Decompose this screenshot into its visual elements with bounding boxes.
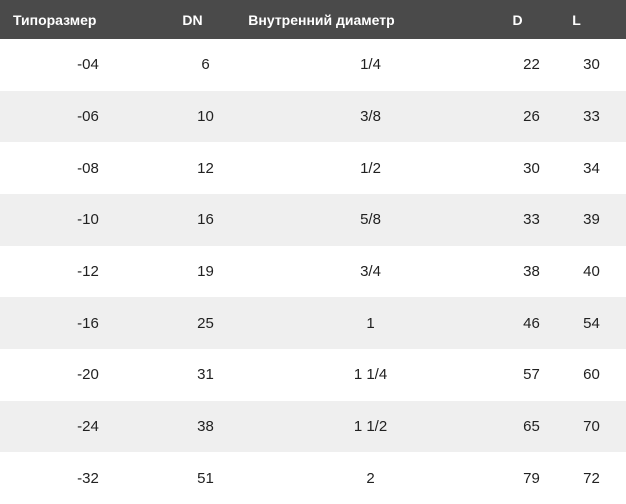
cell-dn: 38 xyxy=(197,418,214,436)
cell-inner-diameter: 3/4 xyxy=(360,263,381,281)
cell-typorazmer: -08 xyxy=(77,159,99,177)
cell-dn: 31 xyxy=(197,366,214,384)
cell-l: 33 xyxy=(583,108,600,125)
cell-d: 65 xyxy=(523,418,540,436)
table-row: -10 16 5/8 33 39 xyxy=(0,194,626,246)
table-row: -32 51 2 79 72 xyxy=(0,452,626,504)
table-row: -20 31 1 1/4 57 60 xyxy=(0,349,626,401)
table-row: -04 6 1/4 22 30 xyxy=(0,39,626,91)
cell-l: 72 xyxy=(583,469,600,487)
cell-l: 34 xyxy=(583,159,600,177)
cell-inner-diameter: 1/4 xyxy=(360,56,381,74)
cell-d: 38 xyxy=(523,263,540,281)
cell-d: 30 xyxy=(523,159,540,177)
cell-typorazmer: -12 xyxy=(77,263,99,281)
cell-l: 40 xyxy=(583,263,600,281)
cell-l: 30 xyxy=(583,56,600,74)
cell-typorazmer: -32 xyxy=(77,469,99,487)
cell-inner-diameter: 1 1/2 xyxy=(353,418,388,436)
cell-typorazmer: -20 xyxy=(77,366,99,384)
table-header-row: Типоразмер DN Внутренний диаметр D L xyxy=(0,0,626,39)
cell-d: 57 xyxy=(523,366,540,384)
cell-dn: 12 xyxy=(197,159,214,177)
cell-typorazmer: -10 xyxy=(77,211,99,229)
cell-l: 60 xyxy=(583,366,600,384)
column-header-dn: DN xyxy=(182,11,203,28)
cell-dn: 19 xyxy=(197,263,214,281)
table-row: -06 10 3/8 26 33 xyxy=(0,90,626,143)
cell-dn: 51 xyxy=(197,469,214,487)
cell-d: 22 xyxy=(523,56,540,74)
table-row: -16 25 1 46 54 xyxy=(0,297,626,350)
cell-d: 46 xyxy=(523,314,540,332)
table-row: -08 12 1/2 30 34 xyxy=(0,142,626,195)
column-header-d: D xyxy=(512,11,523,28)
cell-dn: 25 xyxy=(197,314,214,332)
cell-typorazmer: -06 xyxy=(77,108,99,125)
cell-dn: 6 xyxy=(201,56,210,74)
table-row: -12 19 3/4 38 40 xyxy=(0,245,626,298)
cell-inner-diameter: 1 1/4 xyxy=(353,366,388,384)
column-header-l: L xyxy=(572,11,581,28)
cell-inner-diameter: 3/8 xyxy=(360,108,381,125)
cell-l: 54 xyxy=(583,314,600,332)
column-header-inner-diameter: Внутренний диаметр xyxy=(248,11,395,28)
cell-inner-diameter: 1 xyxy=(366,314,375,332)
cell-dn: 16 xyxy=(197,211,214,229)
cell-dn: 10 xyxy=(197,108,214,125)
cell-typorazmer: -16 xyxy=(77,314,99,332)
cell-inner-diameter: 2 xyxy=(366,469,375,487)
cell-d: 26 xyxy=(523,108,540,125)
cell-typorazmer: -04 xyxy=(77,56,99,74)
cell-d: 33 xyxy=(523,211,540,229)
cell-l: 39 xyxy=(583,211,600,229)
cell-d: 79 xyxy=(523,469,540,487)
cell-inner-diameter: 1/2 xyxy=(360,159,381,177)
cell-typorazmer: -24 xyxy=(77,418,99,436)
cell-inner-diameter: 5/8 xyxy=(360,211,381,229)
cell-l: 70 xyxy=(583,418,600,436)
table-row: -24 38 1 1/2 65 70 xyxy=(0,400,626,453)
column-header-typorazmer: Типоразмер xyxy=(13,11,97,28)
